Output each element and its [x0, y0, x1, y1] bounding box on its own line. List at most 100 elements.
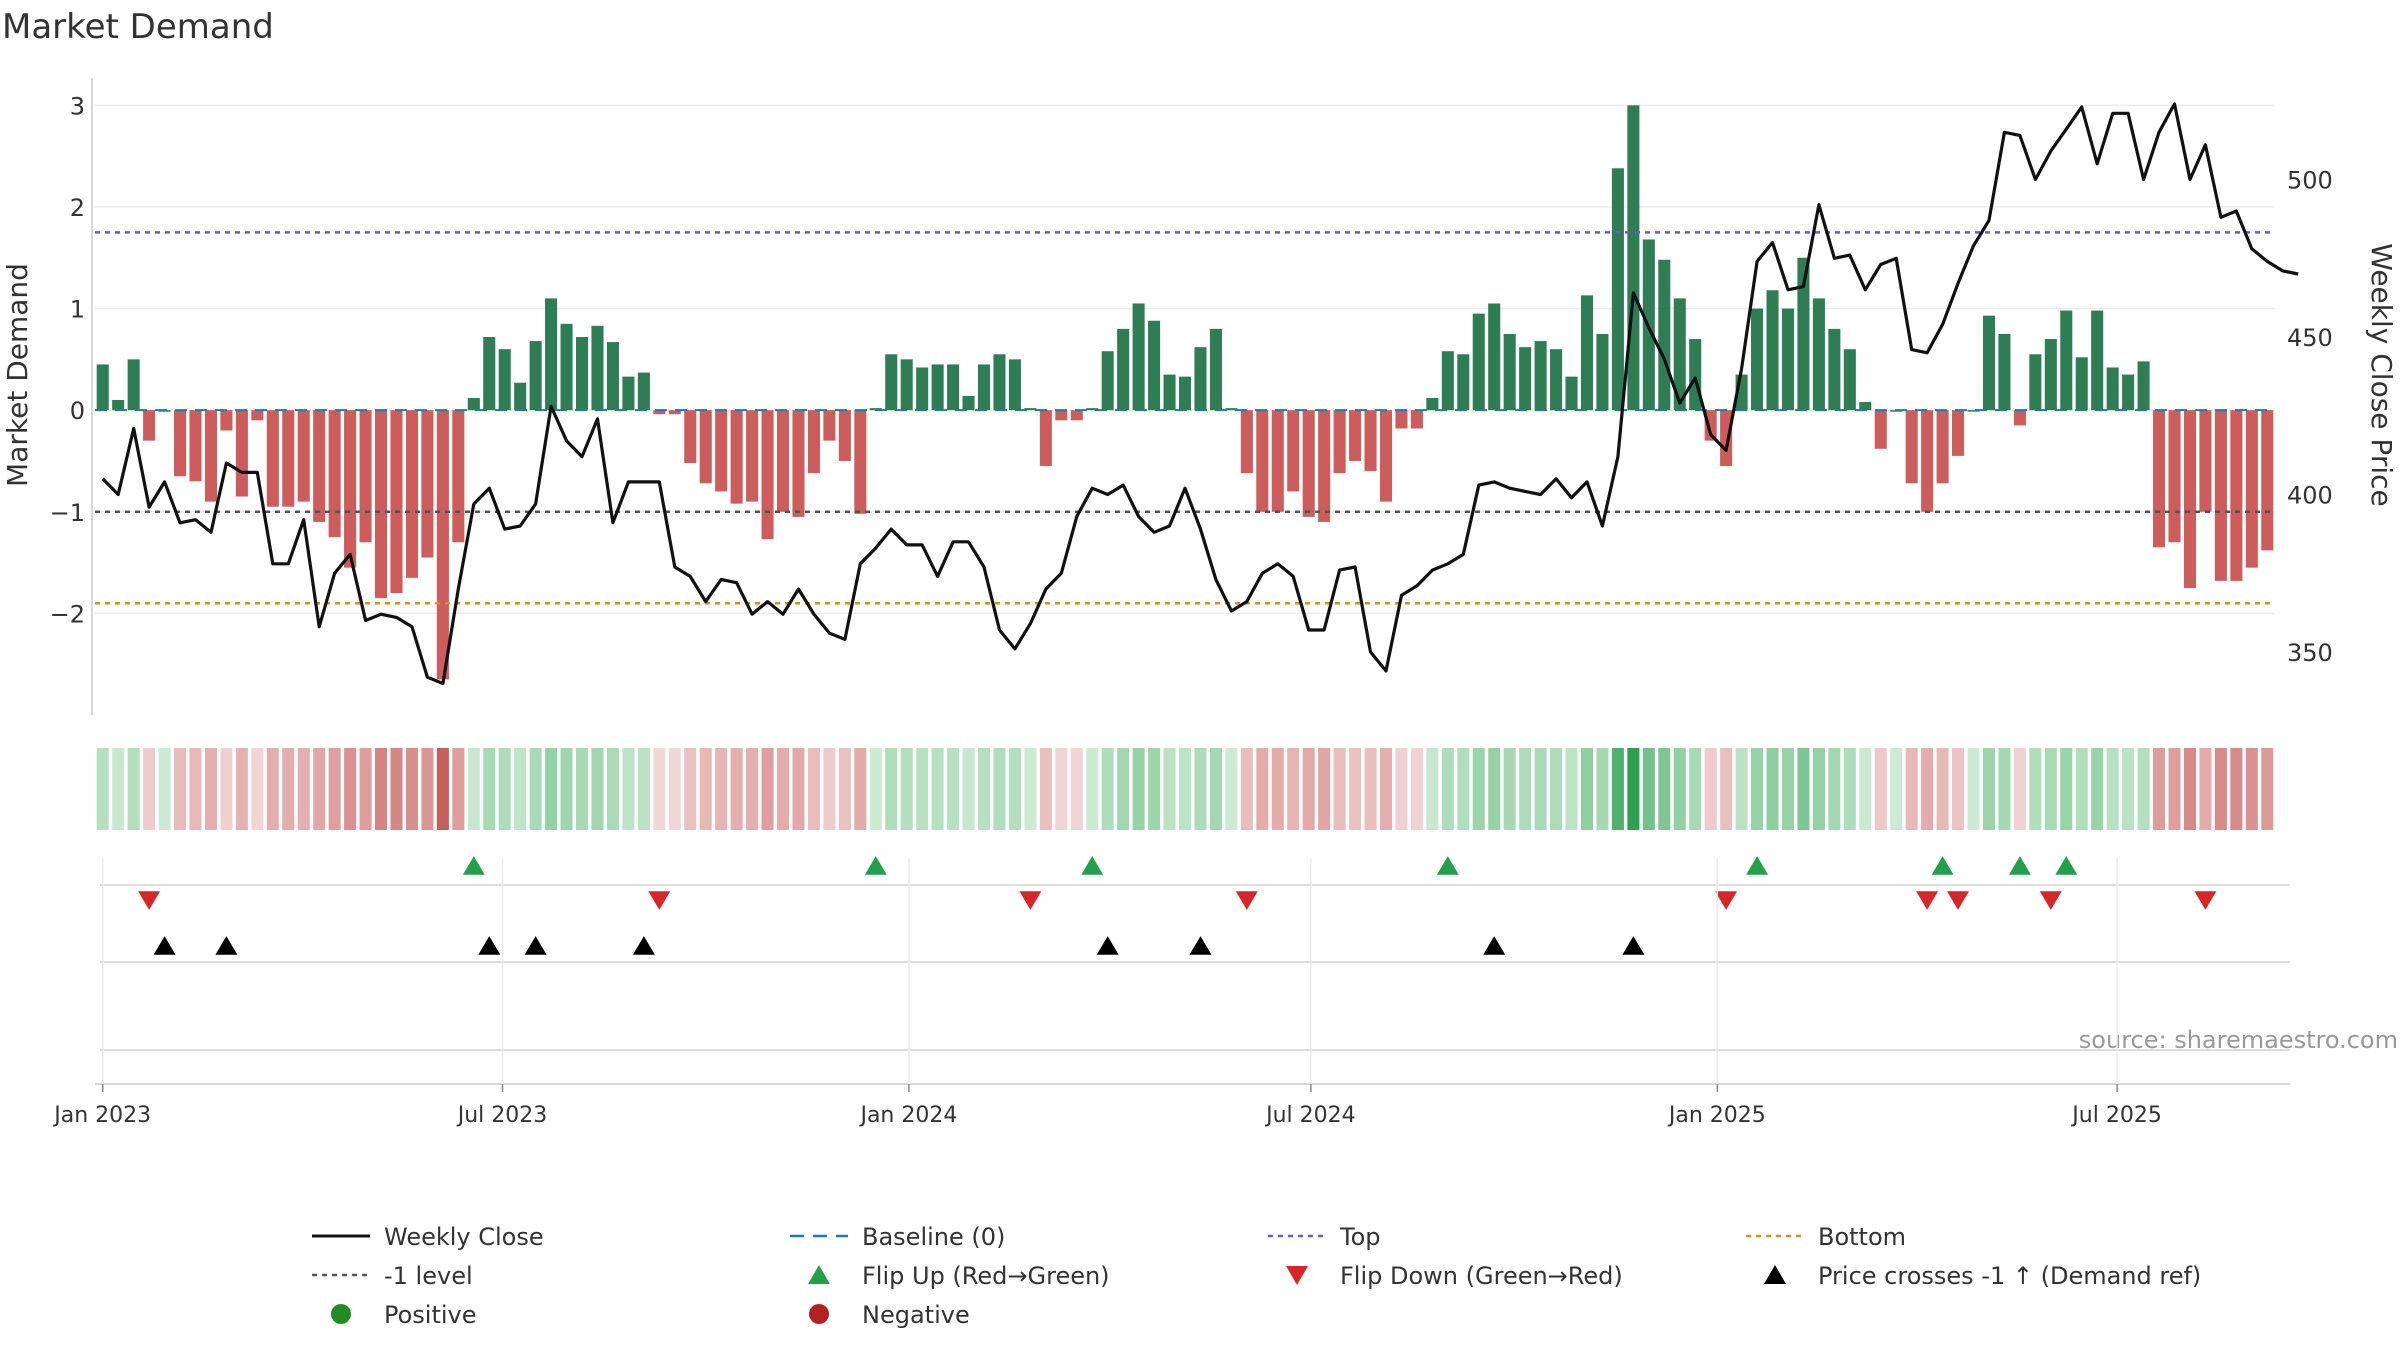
flip-up-marker: [2008, 856, 2031, 875]
y-tick-label-left: 0: [70, 397, 85, 425]
demand-bar: [174, 410, 187, 477]
legend-swatch-circle: [809, 1304, 829, 1324]
heat-cell: [2137, 748, 2150, 830]
y-tick-label-left: −2: [50, 600, 85, 628]
heat-cell: [916, 748, 929, 830]
demand-bar: [1859, 402, 1872, 411]
legend-swatch-triangle-up: [808, 1265, 830, 1284]
heat-cell: [1271, 748, 1284, 830]
x-tick-label: Jul 2025: [2070, 1103, 2162, 1128]
heat-cell: [1874, 748, 1887, 830]
demand-bar: [1117, 328, 1130, 411]
heat-cell: [514, 748, 527, 830]
demand-bar: [1008, 359, 1021, 411]
demand-bar: [1781, 308, 1795, 411]
price-line-layer: [101, 102, 2299, 686]
heat-cell: [1333, 748, 1346, 830]
demand-bar: [715, 410, 728, 492]
demand-bar: [962, 395, 975, 411]
demand-bar: [2137, 361, 2150, 411]
demand-bar: [977, 364, 991, 411]
heat-cell: [993, 748, 1006, 830]
demand-bar: [1333, 410, 1346, 474]
legend-label: Top: [1339, 1223, 1381, 1251]
demand-bar: [112, 400, 125, 411]
heat-cell: [869, 748, 882, 830]
heat-cell: [761, 748, 774, 830]
demand-bar: [529, 341, 542, 411]
flip-down-marker: [648, 891, 671, 910]
demand-bar: [916, 367, 929, 411]
heat-cell: [1519, 748, 1532, 830]
heat-cell: [1642, 748, 1655, 830]
heat-cell: [344, 748, 357, 830]
heat-cell: [1952, 748, 1965, 830]
demand-bar: [1426, 397, 1439, 411]
heat-cell: [282, 748, 295, 830]
demand-bar: [838, 410, 851, 461]
demand-bar: [405, 410, 418, 578]
price-cross-marker: [153, 936, 176, 955]
demand-bar: [1998, 333, 2011, 411]
demand-bar: [1952, 410, 1965, 456]
heat-cell: [1178, 748, 1192, 830]
demand-bar: [1519, 347, 1532, 411]
demand-bar: [1101, 351, 1114, 411]
demand-bar: [483, 337, 496, 411]
y-tick-label-right: 400: [2287, 482, 2333, 510]
demand-bar: [653, 410, 666, 415]
demand-bar: [1039, 410, 1052, 467]
demand-bar: [467, 397, 480, 411]
heat-cell: [1658, 748, 1671, 830]
demand-bar: [1132, 303, 1145, 411]
heat-cell: [2013, 748, 2026, 830]
heat-cell: [2075, 748, 2088, 830]
heat-cell: [1070, 748, 1083, 830]
demand-bar: [2075, 357, 2088, 411]
demand-bar: [1178, 376, 1192, 411]
demand-bar: [251, 410, 264, 421]
legend-label: Flip Up (Red→Green): [862, 1262, 1110, 1290]
heat-cell: [529, 748, 542, 830]
heat-cell: [1410, 748, 1423, 830]
heat-cell: [684, 748, 697, 830]
heat-cell: [947, 748, 960, 830]
heat-cell: [2106, 748, 2119, 830]
demand-bar: [1766, 290, 1779, 411]
heat-cell: [1488, 748, 1501, 830]
demand-bar: [1611, 168, 1624, 411]
demand-bar: [2199, 410, 2212, 512]
heat-cell: [1735, 748, 1748, 830]
heat-cell: [421, 748, 434, 830]
heat-cell: [452, 748, 465, 830]
demand-bar: [282, 410, 295, 507]
heat-cell: [1565, 748, 1578, 830]
legend-label: Price crosses -1 ↑ (Demand ref): [1818, 1262, 2201, 1290]
demand-bar: [792, 410, 805, 517]
demand-bar: [1364, 410, 1377, 472]
demand-bar: [374, 410, 388, 599]
flip-down-marker: [1715, 891, 1738, 910]
demand-bar: [931, 364, 944, 411]
demand-bar: [746, 410, 759, 502]
heat-cell: [1704, 748, 1717, 830]
heat-cell: [2122, 748, 2135, 830]
weekly-close-line: [101, 102, 2299, 686]
heat-cell: [699, 748, 712, 830]
heat-cell: [776, 748, 790, 830]
demand-bar: [344, 410, 357, 568]
demand-bar: [1812, 298, 1825, 411]
demand-bar: [1209, 328, 1222, 411]
heat-cell: [158, 748, 171, 830]
heat-cell: [792, 748, 805, 830]
demand-bar: [1580, 295, 1594, 411]
heat-cell: [2091, 748, 2104, 830]
heat-cell: [1225, 748, 1238, 830]
demand-bar: [699, 410, 712, 484]
heat-cell: [1967, 748, 1980, 830]
heat-cell: [405, 748, 418, 830]
heat-cell: [1580, 748, 1594, 830]
heat-cell: [1117, 748, 1130, 830]
demand-bar: [2168, 410, 2181, 543]
heat-cell: [823, 748, 836, 830]
